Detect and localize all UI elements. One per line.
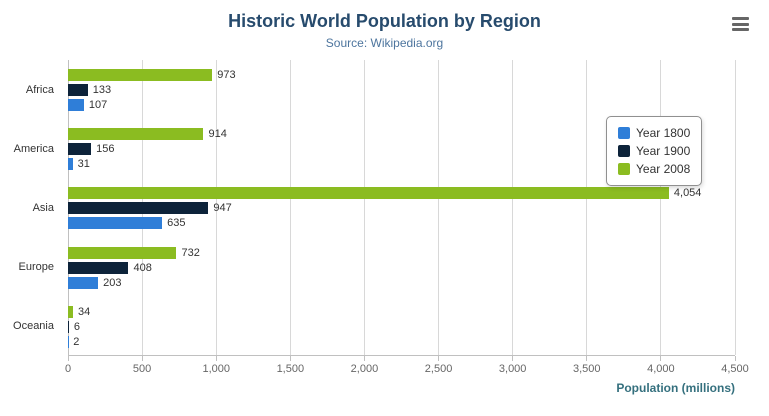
bar-row: 34 [68,305,735,318]
bar-value-label: 203 [103,276,122,289]
bar-row: 4,054 [68,187,735,200]
bar-value-label: 914 [208,128,227,141]
gridline [215,60,217,355]
bar-value-label: 4,054 [673,187,702,200]
bar-value-label: 107 [88,99,108,111]
gridline [586,60,588,355]
bar-year-1900[interactable] [68,320,69,333]
hamburger-bar [732,22,749,26]
bar-row: 107 [68,99,735,111]
bar-row: 635 [68,217,735,230]
x-tick-label: 500 [132,363,152,375]
legend-swatch [618,163,630,175]
legend-item[interactable]: Year 1800 [618,124,690,142]
bar-year-2008[interactable] [68,187,669,200]
axis-tick [586,356,588,361]
y-category-label: America [13,142,54,155]
bar-value-label: 732 [181,246,200,259]
legend-swatch [618,145,630,157]
x-tick-label: 3,500 [573,363,601,375]
bar-year-1800[interactable] [68,158,73,171]
x-tick-label: 2,000 [350,363,379,375]
axis-tick [734,356,736,361]
bar-row: 156 [68,143,735,156]
bar-year-1900[interactable] [68,202,209,215]
bar-year-1800[interactable] [68,217,163,230]
bar-year-2008[interactable] [68,305,74,318]
bar-year-2008[interactable] [68,246,177,259]
bar-value-label: 34 [78,305,91,318]
legend-item[interactable]: Year 2008 [618,160,690,178]
bar-row: 6 [68,320,735,333]
gridline [289,60,291,355]
bar-value-label: 156 [96,143,115,156]
gridline [512,60,514,355]
bar-row: 408 [68,261,735,274]
bar-year-1900[interactable] [68,261,129,274]
axis-tick [438,356,440,361]
bar-value-label: 973 [217,69,236,81]
y-category-label: Oceania [13,320,54,333]
x-tick-label: 4,000 [647,363,675,375]
bar-year-1900[interactable] [68,84,88,96]
bar-value-label: 947 [213,202,232,215]
bar-row: 31 [68,158,735,171]
axis-tick [363,356,365,361]
bar-year-2008[interactable] [68,128,204,141]
axis-tick [289,356,291,361]
x-tick-label: 2,500 [424,363,453,375]
axis-tick [215,356,217,361]
axis-tick [67,356,69,361]
bar-row: 732 [68,246,735,259]
hamburger-menu-icon[interactable] [732,17,749,31]
axis-tick [512,356,514,361]
bar-year-1800[interactable] [68,276,99,289]
bar-value-label: 635 [167,217,186,230]
bar-value-label: 6 [73,320,80,333]
gridline [734,60,736,355]
bar-year-2008[interactable] [68,69,213,81]
hamburger-bar [732,28,749,31]
bar-value-label: 2 [73,335,80,348]
legend: Year 1800 Year 1900 Year 2008 [606,116,703,186]
legend-label: Year 2008 [636,162,691,176]
bar-value-label: 133 [92,84,112,96]
legend-item[interactable]: Year 1900 [618,142,690,160]
axis-tick [660,356,662,361]
bar-row: 133 [68,84,735,96]
x-axis-title: Population (millions) [616,381,735,395]
gridline [363,60,365,355]
x-tick-label: 1,500 [276,363,305,375]
bar-year-1900[interactable] [68,143,92,156]
legend-label: Year 1900 [636,144,691,158]
chart-subtitle: Source: Wikipedia.org [325,36,444,50]
bar-row: 947 [68,202,735,215]
plot-area: 973 133 107 914 156 31 4,054 947 635 732 408 203 34 6… [67,60,736,356]
x-tick-label: 4,500 [721,363,749,375]
hamburger-bar [732,17,749,20]
bar-year-1800[interactable] [68,99,84,111]
y-category-label: Africa [25,83,54,96]
bar-row: 914 [68,128,735,141]
bar-value-label: 31 [77,158,90,171]
gridline [660,60,662,355]
chart-title: Historic World Population by Region [228,11,541,31]
y-category-label: Asia [32,201,54,214]
axis-tick [141,356,143,361]
gridline [438,60,440,355]
y-axis-category-labels: Africa America Asia Europe Oceania [0,60,62,356]
x-axis-tick-labels: 0 500 1,000 1,500 2,000 2,500 3,000 3,500 4,000 4… [64,356,749,380]
legend-swatch [618,127,630,139]
bar-row: 973 [68,69,735,81]
x-tick-label: 0 [64,363,72,375]
x-tick-label: 3,000 [498,363,527,375]
bar-row: 2 [68,335,735,348]
y-category-label: Europe [18,261,54,274]
bar-value-label: 408 [133,261,152,274]
legend-label: Year 1800 [636,126,691,140]
x-tick-label: 1,000 [202,363,230,375]
bar-row: 203 [68,276,735,289]
